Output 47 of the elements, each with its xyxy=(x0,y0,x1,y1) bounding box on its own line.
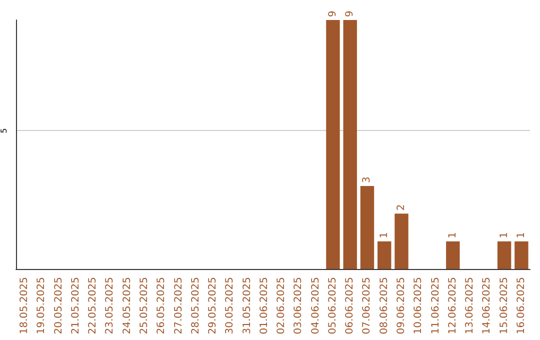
x-tick-label: 24.05.2025 xyxy=(122,277,133,334)
x-tick-label: 21.05.2025 xyxy=(70,277,82,334)
x-tick-label: 16.06.2025 xyxy=(516,277,527,334)
x-tick-label: 11.06.2025 xyxy=(430,277,442,334)
x-tick-label: 12.06.2025 xyxy=(447,277,458,334)
bar xyxy=(446,241,460,269)
x-tick-label: 02.06.2025 xyxy=(276,277,288,334)
x-tick-label: 10.06.2025 xyxy=(413,277,424,334)
data-label: 1 xyxy=(447,232,458,238)
x-tick-label: 25.05.2025 xyxy=(139,277,150,334)
x-tick-label: 22.05.2025 xyxy=(88,277,99,334)
x-tick-label: 15.06.2025 xyxy=(498,277,510,334)
x-tick-label: 23.05.2025 xyxy=(104,277,116,334)
x-tick-label: 29.05.2025 xyxy=(208,277,219,334)
data-label: 9 xyxy=(344,10,356,17)
x-tick-label: 28.05.2025 xyxy=(190,277,202,334)
bar xyxy=(497,241,512,269)
x-tick-label: 30.05.2025 xyxy=(224,277,236,334)
bar xyxy=(514,241,528,269)
x-tick-label: 09.06.2025 xyxy=(396,277,407,334)
x-tick-label: 08.06.2025 xyxy=(378,277,390,334)
x-tick-label: 14.06.2025 xyxy=(482,277,493,334)
x-tick-label: 13.06.2025 xyxy=(464,277,476,334)
x-tick-label: 04.06.2025 xyxy=(310,277,322,334)
data-label: 1 xyxy=(378,232,390,238)
data-label: 9 xyxy=(327,10,338,17)
x-tick-label: 20.05.2025 xyxy=(53,277,64,334)
data-label: 2 xyxy=(396,204,407,211)
y-tick-label: 5 xyxy=(0,128,8,134)
x-tick-label: 05.06.2025 xyxy=(327,277,338,334)
data-label: 1 xyxy=(498,232,510,238)
data-label: 3 xyxy=(362,176,373,183)
x-tick-label: 18.05.2025 xyxy=(19,277,30,334)
bar xyxy=(326,20,340,269)
bar xyxy=(343,20,357,269)
x-tick-label: 07.06.2025 xyxy=(362,277,373,334)
data-label: 1 xyxy=(516,232,527,238)
x-tick-label: 03.06.2025 xyxy=(293,277,304,334)
x-tick-label: 01.06.2025 xyxy=(258,277,270,334)
x-tick-label: 19.05.2025 xyxy=(36,277,48,334)
bar xyxy=(394,214,408,269)
x-tick-label: 26.05.2025 xyxy=(156,277,168,334)
x-tick-label: 31.05.2025 xyxy=(242,277,253,334)
x-tick-label: 27.05.2025 xyxy=(173,277,184,334)
bar xyxy=(360,186,374,269)
bar xyxy=(378,241,392,269)
x-tick-label: 06.06.2025 xyxy=(344,277,356,334)
